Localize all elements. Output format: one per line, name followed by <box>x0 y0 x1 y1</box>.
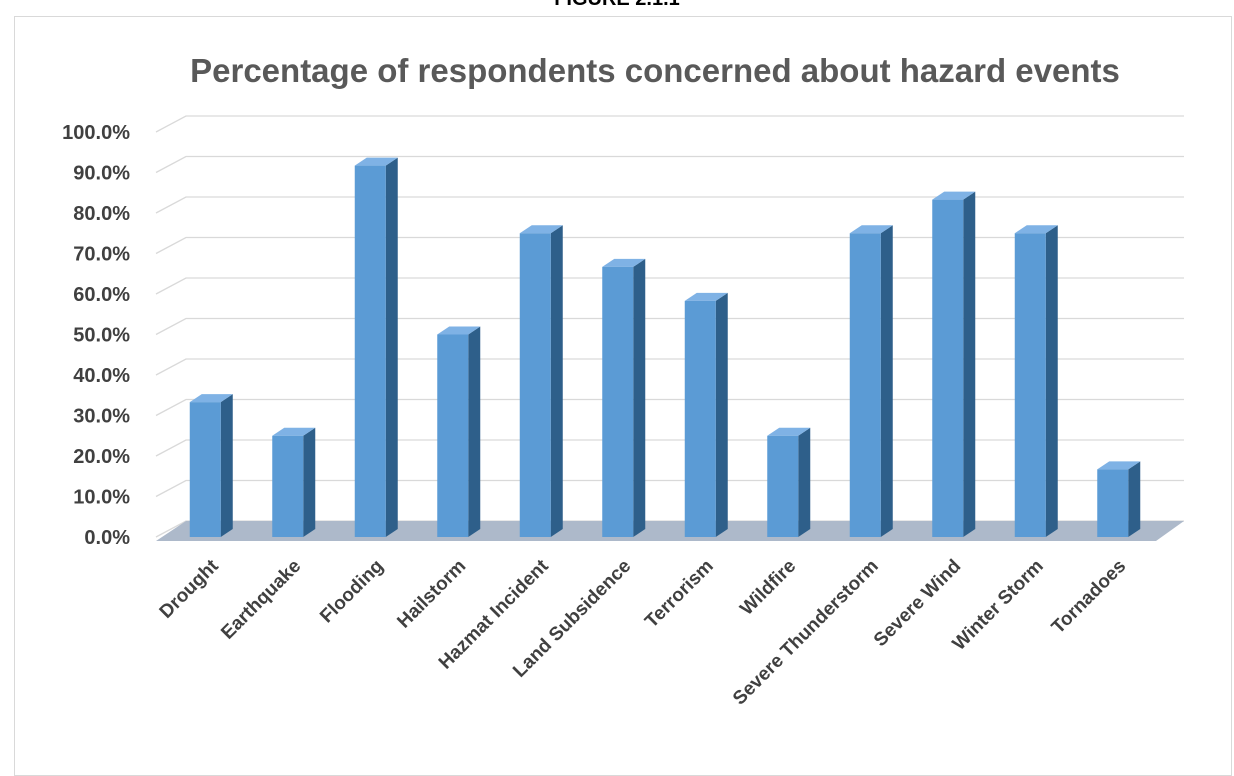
x-tick-label: Terrorism <box>641 556 718 633</box>
bar-side <box>798 427 811 537</box>
bar-side <box>880 225 893 537</box>
x-tick-label: Tornadoes <box>1048 556 1131 639</box>
y-tick-label: 50.0% <box>73 325 130 347</box>
bar-top <box>602 258 646 267</box>
gridline <box>155 196 1184 214</box>
bar-top <box>767 427 811 436</box>
x-tick-label: Severe Thunderstorm <box>729 556 883 710</box>
bar-side <box>633 258 646 537</box>
bar-side <box>303 427 316 537</box>
bar-side <box>220 394 233 537</box>
bar-front <box>767 435 799 537</box>
bar-side <box>715 292 728 537</box>
bar-front <box>684 300 716 537</box>
x-tick-label: Flooding <box>316 556 388 628</box>
x-tick-label: Hailstorm <box>393 556 470 633</box>
y-tick-label: 90.0% <box>73 163 130 185</box>
y-tick-label: 80.0% <box>73 203 130 225</box>
chart-floor <box>156 521 1184 541</box>
gridline <box>155 155 1184 174</box>
y-tick-label: 20.0% <box>73 446 130 468</box>
y-tick-label: 0.0% <box>84 527 130 549</box>
figure-caption: FIGURE 2.1.1 <box>0 0 1234 11</box>
bar <box>437 326 481 537</box>
y-tick-label: 10.0% <box>73 487 130 509</box>
bar-side <box>1128 461 1141 537</box>
bar <box>272 427 316 537</box>
bar-front <box>189 402 221 537</box>
bar <box>849 225 893 537</box>
bar-front <box>849 233 881 537</box>
bar <box>1097 461 1141 537</box>
x-tick-label: Drought <box>156 555 224 623</box>
bar-side <box>468 326 481 537</box>
bar <box>932 191 976 537</box>
bar <box>519 225 563 537</box>
bar <box>684 292 728 537</box>
bar-top <box>849 225 893 234</box>
y-axis-ticks: 0.0% 10.0% 20.0% 30.0% 40.0% 50.0% 60.0% 70.0% 8… <box>62 122 130 549</box>
y-tick-label: 100.0% <box>62 122 130 144</box>
gridline <box>155 115 1184 133</box>
y-tick-label: 40.0% <box>73 365 130 387</box>
bar-front <box>354 165 386 538</box>
bar-front <box>437 334 469 537</box>
bar-side <box>385 157 398 538</box>
bar <box>602 258 646 537</box>
bar <box>767 427 811 537</box>
bar-front <box>1014 233 1046 537</box>
bar <box>354 157 398 538</box>
bar-top <box>272 427 316 436</box>
bar-side <box>550 225 563 537</box>
bar <box>1014 225 1058 537</box>
bars <box>189 157 1141 538</box>
y-tick-label: 30.0% <box>73 406 130 428</box>
bar-top <box>519 225 563 234</box>
bar <box>189 394 233 537</box>
bar-front <box>932 199 964 537</box>
bar-front <box>602 266 634 537</box>
bar-front <box>519 233 551 537</box>
bar-top <box>354 157 398 166</box>
bar-side <box>963 191 976 537</box>
bar-top <box>684 292 728 301</box>
x-tick-label: Earthquake <box>217 556 305 644</box>
x-tick-label: Wildfire <box>736 556 800 620</box>
bar-top <box>932 191 976 200</box>
bar-front <box>1097 469 1129 537</box>
y-tick-label: 70.0% <box>73 244 130 266</box>
bar-front <box>272 435 304 537</box>
chart-title: Percentage of respondents concerned abou… <box>190 52 1120 89</box>
bar-top <box>189 394 233 403</box>
y-tick-label: 60.0% <box>73 284 130 306</box>
bar-top <box>1097 461 1141 470</box>
bar-top <box>1014 225 1058 234</box>
bar-top <box>437 326 481 335</box>
bar-side <box>1045 225 1058 537</box>
